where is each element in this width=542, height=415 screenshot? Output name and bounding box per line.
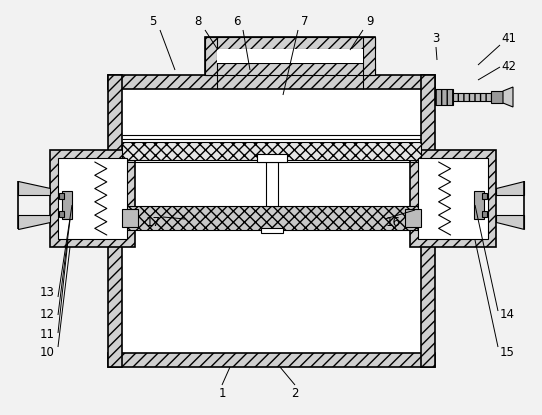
Bar	[205, 37, 375, 75]
Bar	[205, 37, 375, 49]
Bar	[482, 193, 487, 199]
Bar	[50, 150, 135, 247]
Text: 1: 1	[218, 386, 226, 400]
Text: 14: 14	[500, 308, 514, 322]
Text: 17: 17	[145, 217, 160, 229]
Bar	[257, 154, 287, 162]
Text: 7: 7	[301, 15, 309, 29]
Bar	[266, 162, 278, 206]
Text: 9: 9	[366, 15, 374, 29]
Bar	[108, 75, 122, 367]
Text: 6: 6	[233, 15, 241, 29]
Text: 2: 2	[291, 386, 299, 400]
Text: 5: 5	[149, 15, 157, 29]
Bar	[122, 89, 421, 353]
Bar	[474, 191, 484, 219]
Bar	[410, 150, 496, 247]
Bar	[122, 142, 421, 160]
Bar	[122, 209, 138, 227]
Bar	[59, 193, 64, 199]
Polygon shape	[18, 215, 50, 229]
Text: 42: 42	[501, 61, 517, 73]
Bar	[261, 228, 283, 233]
Bar	[108, 75, 435, 89]
Text: 16: 16	[385, 217, 401, 229]
Bar	[482, 211, 487, 217]
Bar	[363, 37, 375, 75]
Bar	[122, 206, 421, 230]
Bar	[435, 89, 453, 105]
Text: 10: 10	[40, 347, 54, 359]
Text: 15: 15	[500, 347, 514, 359]
Text: 8: 8	[195, 15, 202, 29]
Bar	[108, 353, 435, 367]
Text: 11: 11	[40, 329, 55, 342]
Bar	[217, 49, 363, 63]
Bar	[453, 93, 491, 101]
Text: 3: 3	[433, 32, 440, 46]
Bar	[205, 37, 217, 75]
Text: 13: 13	[40, 286, 54, 300]
Polygon shape	[496, 215, 524, 229]
Bar	[491, 91, 503, 103]
Bar	[418, 158, 488, 239]
Bar	[58, 158, 127, 239]
Bar	[62, 191, 72, 219]
Text: 12: 12	[40, 308, 55, 322]
Polygon shape	[18, 181, 50, 195]
Bar	[421, 75, 435, 367]
Polygon shape	[503, 87, 513, 107]
Text: 41: 41	[501, 32, 517, 46]
Bar	[205, 63, 375, 75]
Bar	[405, 209, 421, 227]
Polygon shape	[496, 181, 524, 195]
Bar	[59, 211, 64, 217]
